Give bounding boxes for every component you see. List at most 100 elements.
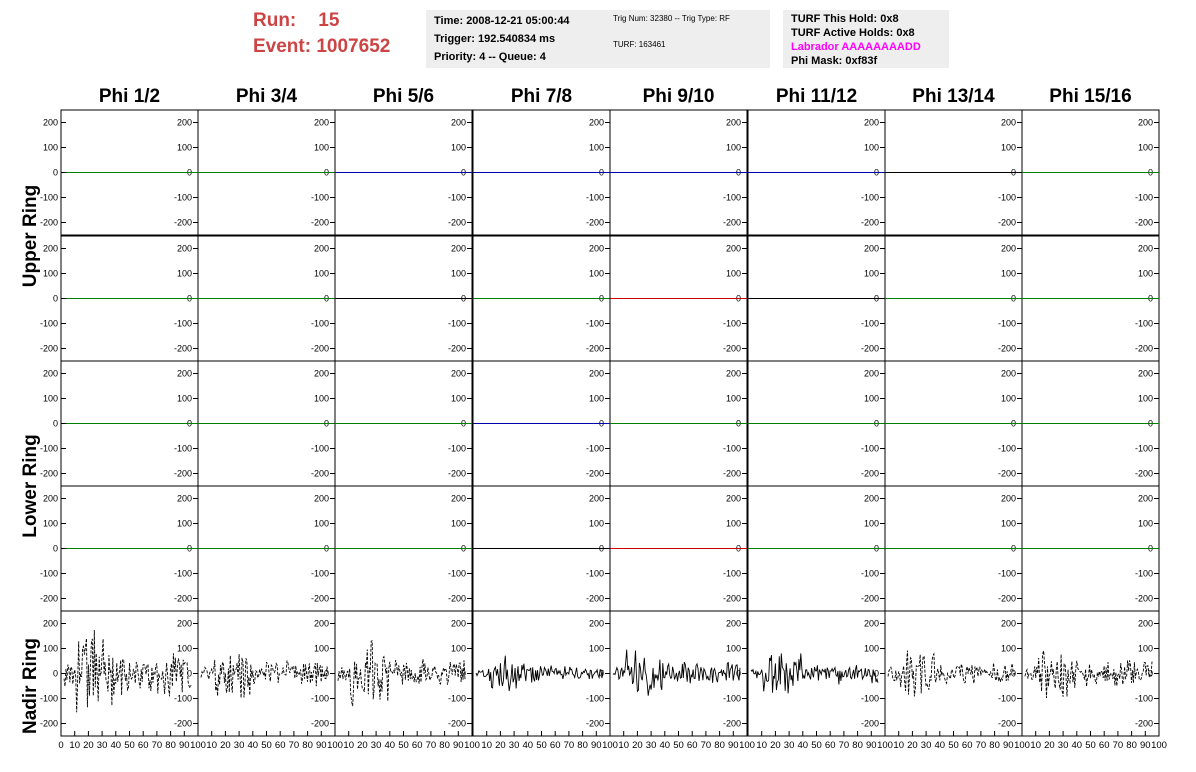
x-tick-label: 70 xyxy=(1113,740,1124,751)
x-tick-label: 70 xyxy=(564,740,575,751)
x-tick-label: 60 xyxy=(550,740,561,751)
y-tick-label: -200 xyxy=(723,344,741,354)
x-tick-label: 10 xyxy=(69,740,80,751)
y-tick-label: 200 xyxy=(451,244,466,254)
y-tick-label: -200 xyxy=(861,719,879,729)
y-tick-label: 200 xyxy=(864,244,879,254)
y-tick-label: -100 xyxy=(1135,444,1153,454)
y-tick-label: 0 xyxy=(53,544,58,554)
x-tick-label: 80 xyxy=(1126,740,1137,751)
ring-label-lower: Lower Ring xyxy=(20,434,41,538)
column-header-3: Phi 5/6 xyxy=(372,86,435,107)
y-tick-label: -100 xyxy=(998,444,1016,454)
x-tick-label: 100 xyxy=(190,740,206,751)
y-tick-label: 200 xyxy=(1001,494,1016,504)
y-tick-label: -100 xyxy=(998,193,1016,203)
x-tick-label: 0 xyxy=(58,740,63,751)
y-tick-label: 100 xyxy=(864,269,879,279)
y-tick-label: 200 xyxy=(314,494,329,504)
x-tick-label: 30 xyxy=(1058,740,1069,751)
y-tick-label: 100 xyxy=(43,394,58,404)
y-tick-label: -100 xyxy=(174,694,192,704)
panel-frame xyxy=(884,610,1023,737)
x-tick-label: 20 xyxy=(83,740,94,751)
x-tick-label: 30 xyxy=(921,740,932,751)
y-tick-label: -200 xyxy=(861,469,879,479)
column-header-1: Phi 1/2 xyxy=(98,86,161,107)
y-tick-label: -200 xyxy=(1135,719,1153,729)
y-tick-label: 100 xyxy=(314,269,329,279)
y-tick-label: -200 xyxy=(998,719,1016,729)
y-tick-label: 100 xyxy=(451,394,466,404)
y-tick-label: -200 xyxy=(40,719,58,729)
y-tick-label: -100 xyxy=(1135,569,1153,579)
y-tick-label: 200 xyxy=(43,494,58,504)
y-tick-label: -200 xyxy=(723,218,741,228)
y-tick-label: -100 xyxy=(861,193,879,203)
y-tick-label: -100 xyxy=(448,193,466,203)
y-tick-label: 100 xyxy=(589,394,604,404)
x-tick-label: 40 xyxy=(1072,740,1083,751)
y-tick-label: 0 xyxy=(53,168,58,178)
x-tick-label: 10 xyxy=(756,740,767,751)
y-tick-label: 200 xyxy=(1138,118,1153,128)
labrador-text: Labrador AAAAAAAADD xyxy=(791,41,921,53)
x-tick-label: 50 xyxy=(673,740,684,751)
y-tick-label: -200 xyxy=(174,594,192,604)
waveform-trace xyxy=(200,654,329,698)
y-tick-label: -200 xyxy=(1135,344,1153,354)
x-tick-label: 30 xyxy=(509,740,520,751)
run-label: Run: xyxy=(253,10,297,31)
y-tick-label: 200 xyxy=(589,369,604,379)
y-tick-label: 200 xyxy=(864,619,879,629)
y-tick-label: -200 xyxy=(40,218,58,228)
y-tick-label: -200 xyxy=(998,218,1016,228)
y-tick-label: 200 xyxy=(43,118,58,128)
y-tick-label: 200 xyxy=(1138,244,1153,254)
x-tick-label: 60 xyxy=(962,740,973,751)
y-tick-label: 200 xyxy=(589,619,604,629)
x-tick-label: 30 xyxy=(97,740,108,751)
y-tick-label: -200 xyxy=(586,469,604,479)
y-tick-label: -100 xyxy=(586,444,604,454)
y-tick-label: 200 xyxy=(43,369,58,379)
x-tick-label: 60 xyxy=(1099,740,1110,751)
y-tick-label: -200 xyxy=(586,218,604,228)
y-tick-label: -100 xyxy=(998,319,1016,329)
y-tick-label: 100 xyxy=(177,143,192,153)
y-tick-label: 100 xyxy=(1138,143,1153,153)
waveform-trace xyxy=(612,649,741,696)
y-tick-label: -200 xyxy=(1135,594,1153,604)
y-tick-label: 100 xyxy=(1001,394,1016,404)
x-tick-label: 40 xyxy=(111,740,122,751)
trig-info-box: Trig Num: 32380 -- Trig Type: RF TURF: 1… xyxy=(605,10,770,68)
column-header-6: Phi 11/12 xyxy=(775,86,858,107)
x-tick-label: 60 xyxy=(687,740,698,751)
column-header-4: Phi 7/8 xyxy=(510,86,573,107)
y-tick-label: -100 xyxy=(861,319,879,329)
y-tick-label: -100 xyxy=(1135,694,1153,704)
y-tick-label: 100 xyxy=(589,143,604,153)
y-tick-label: 100 xyxy=(726,269,741,279)
y-tick-label: 200 xyxy=(1001,369,1016,379)
y-tick-label: 100 xyxy=(43,143,58,153)
y-tick-label: 200 xyxy=(451,118,466,128)
trigger-text: Trigger: 192.540834 ms xyxy=(434,33,556,45)
x-tick-label: 70 xyxy=(976,740,987,751)
run-value: 15 xyxy=(318,10,340,31)
x-tick-label: 70 xyxy=(289,740,300,751)
y-tick-label: 100 xyxy=(1001,519,1016,529)
y-tick-label: -100 xyxy=(861,444,879,454)
y-tick-label: 200 xyxy=(589,494,604,504)
y-tick-label: -100 xyxy=(311,319,329,329)
y-tick-label: 200 xyxy=(864,118,879,128)
y-tick-label: 100 xyxy=(864,644,879,654)
waveform-trace xyxy=(1024,650,1153,699)
y-tick-label: -200 xyxy=(448,469,466,479)
waveform-trace xyxy=(750,653,879,694)
x-tick-label: 90 xyxy=(316,740,327,751)
waveform-trace xyxy=(63,629,192,713)
phi-mask-text: Phi Mask: 0xf83f xyxy=(791,55,878,67)
y-tick-label: 100 xyxy=(451,644,466,654)
run-info: Run: 15 Event: 1007652 xyxy=(253,8,423,60)
